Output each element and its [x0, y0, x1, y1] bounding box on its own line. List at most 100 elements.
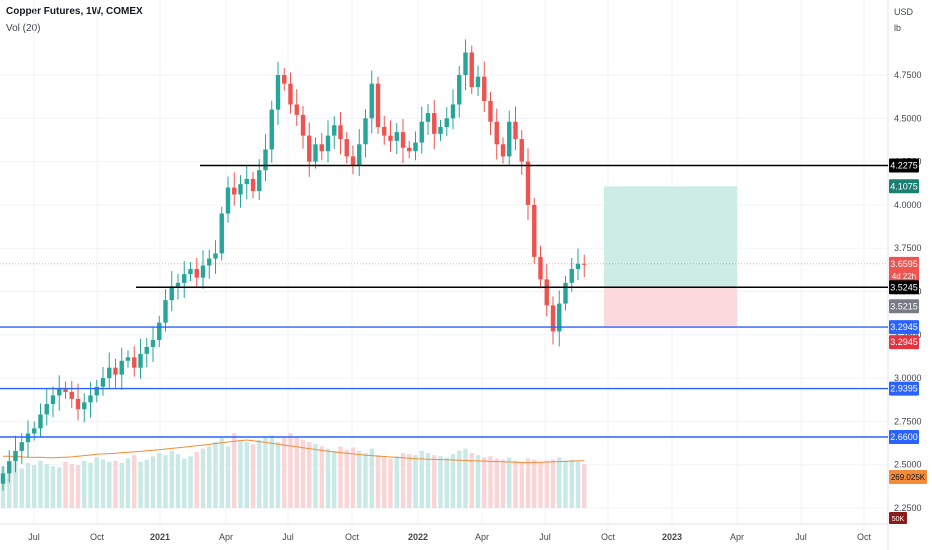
volume-bar	[550, 459, 556, 508]
candle-body	[19, 442, 24, 451]
candle-body	[219, 213, 224, 254]
candle-body	[557, 303, 562, 332]
candle-body	[332, 125, 337, 136]
candle-body	[463, 52, 468, 75]
volume-bar	[582, 464, 587, 508]
candle-body	[394, 132, 399, 141]
volume-bar	[82, 460, 87, 508]
volume-bar	[507, 457, 512, 508]
candle-body	[482, 76, 487, 101]
candle-body	[107, 367, 112, 379]
volume-bar	[38, 460, 43, 508]
candle-body	[363, 118, 368, 145]
currency-label: USD	[894, 7, 914, 17]
volume-bar	[44, 464, 49, 508]
candle-body	[75, 398, 81, 410]
candle-body	[438, 126, 443, 134]
candle-body	[357, 144, 362, 166]
last-price-tag-bg	[889, 256, 919, 283]
level-tag: 2.6600	[890, 432, 918, 442]
level-tag: 2.9395	[890, 384, 918, 394]
candle-body	[25, 433, 31, 443]
volume-bar	[225, 446, 231, 508]
profit-zone	[604, 186, 737, 288]
target-tag-bg	[889, 179, 919, 194]
candle-body	[275, 75, 281, 110]
volume-bar	[119, 462, 124, 508]
volume-bar	[332, 450, 337, 508]
candle-body	[150, 339, 156, 347]
loss-zone	[604, 287, 737, 328]
candle-body	[494, 121, 499, 145]
volume-bar	[163, 455, 168, 508]
y-tick-label: 2.5000	[894, 460, 922, 470]
candle-body	[207, 258, 212, 266]
volume-bar	[25, 462, 31, 508]
x-tick-label: 2023	[662, 532, 682, 542]
level-tag-bg	[889, 158, 919, 173]
volume-bar	[113, 460, 118, 508]
candle-body	[169, 286, 174, 301]
candle-body	[388, 135, 393, 141]
candle-body	[294, 104, 299, 115]
y-tick-label: 4.0000	[894, 200, 922, 210]
candle-body	[538, 256, 543, 280]
y-tick-label: 3.2500	[894, 330, 922, 340]
volume-bar	[63, 461, 68, 508]
y-tick-label: 4.7500	[894, 70, 922, 80]
volume-bar	[194, 451, 199, 508]
volume-bar	[357, 450, 362, 508]
volume-bar	[132, 455, 137, 508]
volume-indicator-label[interactable]: Vol (20)	[6, 23, 41, 34]
volume-bar	[463, 448, 468, 508]
volume-bar	[438, 456, 443, 508]
volume-bar	[400, 453, 406, 508]
candle-body	[82, 402, 87, 410]
volume-bar	[232, 433, 237, 508]
volume-bar	[488, 456, 493, 508]
volume-bar	[150, 456, 156, 508]
level-tag-bg	[889, 429, 919, 444]
volume-bar	[263, 437, 268, 508]
volume-bar	[569, 459, 574, 508]
x-tick-label: Oct	[90, 532, 105, 542]
volume-tag: 269.025K	[891, 473, 926, 482]
volume-bar	[325, 448, 331, 508]
candle-body	[382, 126, 387, 136]
volume-bar	[369, 448, 374, 508]
volume-bar	[575, 461, 581, 508]
volume-bar	[344, 449, 349, 508]
candle-body	[175, 282, 181, 287]
volume-bar	[75, 465, 81, 508]
candle-body	[57, 388, 62, 396]
volume-bar	[532, 459, 537, 508]
candle-body	[238, 184, 243, 195]
candle-body	[407, 147, 412, 152]
x-tick-label: Oct	[601, 532, 616, 542]
volume-bar	[313, 444, 318, 508]
volume-bar	[275, 442, 281, 508]
level-tag: 3.2945	[890, 322, 918, 332]
volume-bar	[288, 433, 293, 508]
candle-body	[313, 144, 318, 162]
candle-body	[44, 404, 49, 415]
volume-bar	[319, 446, 324, 508]
candle-body	[419, 121, 424, 143]
volume-bar	[363, 453, 368, 508]
candle-body	[0, 473, 6, 484]
volume-bar	[382, 457, 387, 508]
candle-body	[232, 187, 237, 195]
volume-bar	[157, 453, 162, 508]
volume-bar	[450, 454, 456, 508]
volume-bar	[513, 460, 518, 508]
volume-bar	[182, 458, 187, 508]
volume-bar	[257, 439, 262, 508]
x-tick-label: Apr	[219, 532, 233, 542]
chart-title: Copper Futures, 1W, COMEX	[6, 6, 143, 17]
candle-body	[94, 386, 99, 396]
volume-bar	[457, 450, 462, 508]
last-price-tag: 3.6595	[890, 259, 918, 269]
unit-label: lb	[894, 23, 902, 33]
prev-close-tag: 3.5215	[890, 301, 918, 311]
